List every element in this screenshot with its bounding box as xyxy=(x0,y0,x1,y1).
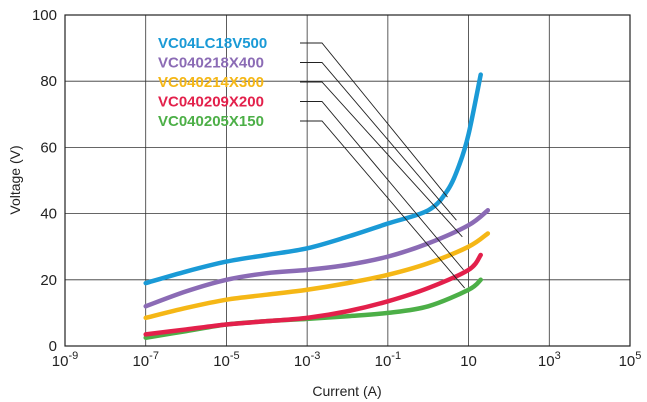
y-tick-label: 20 xyxy=(40,272,57,289)
x-tick-base: 10 xyxy=(460,353,477,370)
x-tick-label: 10-7 xyxy=(132,350,158,370)
leader-line xyxy=(300,42,448,198)
x-tick-label: 10-1 xyxy=(375,350,401,370)
x-tick-label: 10-9 xyxy=(52,350,78,370)
legend-entry: VC040218X400 xyxy=(158,55,264,72)
x-axis-label: Current (A) xyxy=(312,383,381,399)
plot-frame xyxy=(64,14,631,347)
y-tick-label: 60 xyxy=(40,139,57,156)
x-tick-label: 10-3 xyxy=(294,350,320,370)
series-line xyxy=(143,231,491,321)
y-axis-ticks: 0 20 40 60 80 100 xyxy=(32,7,57,355)
x-tick-base: 10 xyxy=(132,353,149,370)
x-tick-exponent: -7 xyxy=(149,350,159,362)
x-axis-ticks: 10-9 10-7 10-5 10-3 10-1 10 103 105 xyxy=(52,350,642,370)
x-tick-exponent: 3 xyxy=(555,350,561,362)
x-tick-exponent: -9 xyxy=(68,350,78,362)
plot-background xyxy=(65,15,630,346)
x-tick-label: 10 xyxy=(460,353,477,370)
leader-line xyxy=(300,120,466,289)
legend: VC04LC18V500 VC040218X400 VC040214X300 VC04… xyxy=(158,35,267,130)
x-tick-label: 105 xyxy=(619,350,642,370)
legend-entry: VC040205X150 xyxy=(158,113,264,130)
legend-entry: VC040209X200 xyxy=(158,94,264,111)
y-tick-label: 80 xyxy=(40,73,57,90)
series-curves xyxy=(143,72,491,340)
series-line xyxy=(143,72,483,286)
legend-entry: VC040214X300 xyxy=(158,74,264,91)
leader-line xyxy=(300,81,463,238)
x-tick-label: 10-5 xyxy=(213,350,239,370)
x-tick-base: 10 xyxy=(375,353,392,370)
x-tick-label: 103 xyxy=(538,350,561,370)
y-tick-label: 100 xyxy=(32,7,57,24)
y-axis-label: Voltage (V) xyxy=(7,145,23,214)
y-tick-label: 0 xyxy=(49,338,57,355)
y-tick-label: 40 xyxy=(40,206,57,223)
x-tick-base: 10 xyxy=(619,353,636,370)
x-tick-base: 10 xyxy=(213,353,230,370)
legend-entry: VC04LC18V500 xyxy=(158,35,267,52)
series-line xyxy=(143,208,491,309)
x-tick-exponent: 5 xyxy=(635,350,641,362)
leader-line xyxy=(300,62,457,221)
x-tick-exponent: -5 xyxy=(230,350,240,362)
x-tick-base: 10 xyxy=(538,353,555,370)
x-tick-exponent: -3 xyxy=(311,350,321,362)
series-line xyxy=(143,252,483,337)
leader-line xyxy=(300,101,464,271)
x-tick-base: 10 xyxy=(294,353,311,370)
x-tick-base: 10 xyxy=(52,353,69,370)
x-tick-exponent: -1 xyxy=(391,350,401,362)
legend-leader-lines xyxy=(300,42,466,289)
